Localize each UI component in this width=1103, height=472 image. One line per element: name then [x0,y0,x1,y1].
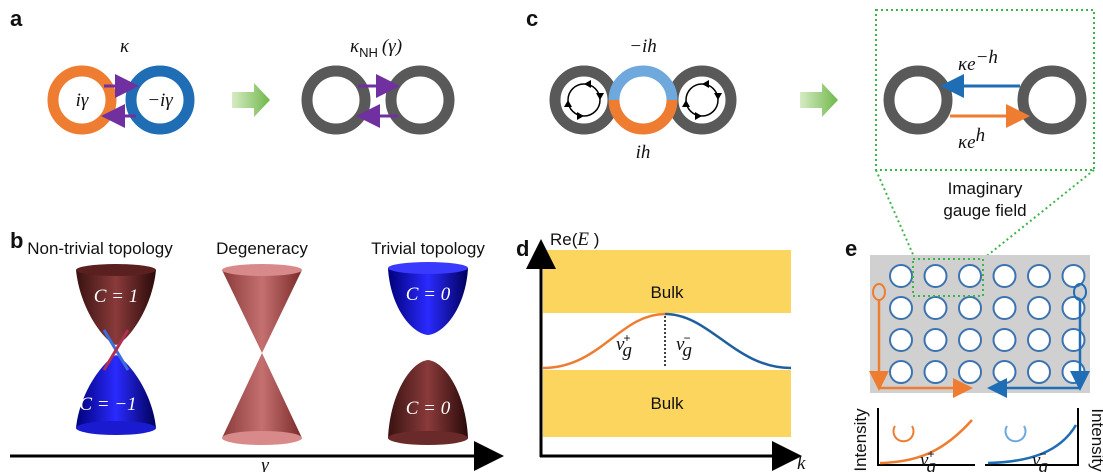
bulk-label: Bulk [650,283,684,302]
ring [673,71,731,129]
cone-top [222,264,302,276]
coupling-label: κ [120,36,130,57]
right-coupling-label: κeh [958,125,985,153]
resonator [994,297,1016,319]
y-axis-label: Intensity [1088,408,1103,472]
ring [307,71,365,129]
bulk-band [543,250,791,313]
superscript: h [976,125,986,146]
loss-label: −ih [629,36,657,57]
panel-label: a [10,6,23,31]
transition-arrow [232,83,270,117]
panel-label: d [516,236,529,261]
panel-label: b [10,228,23,253]
gain-label: ih [636,142,651,163]
nh-coupling-label: κNH(γ) [350,36,402,60]
chern-label: C = 0 [406,284,451,305]
text: ) [589,230,599,249]
subscript: g [1038,456,1048,472]
subscript: g [682,340,692,361]
column-title: Non-trivial topology [27,239,173,258]
argument: (γ) [382,36,402,57]
resonator [925,361,947,383]
loss-half [614,71,672,100]
gauge-label: Imaginary [948,179,1023,198]
resonator [925,329,947,351]
circulation-arrows [564,80,722,120]
band-top [388,262,468,274]
figure: a κ iγ −iγ κNH(γ) c −ih ih κe−h κeh Imag… [0,0,1103,472]
resonator [994,329,1016,351]
velocity-label: v+g [920,447,936,472]
resonator [1028,361,1050,383]
symbol: E [576,229,589,250]
circulation-icon [1006,426,1026,441]
band-bottom [76,421,156,435]
circulation [568,84,600,116]
resonator [890,265,912,287]
subscript: g [622,340,632,361]
x-axis-label: k [797,453,806,472]
edge-dispersion [543,314,665,368]
circulation [686,84,718,116]
gain-label: iγ [76,90,89,111]
text: Re( [550,230,578,249]
lower-band [76,355,156,428]
velocity-label: v−g [676,331,692,361]
resonator [959,361,981,383]
gain-half [614,100,672,129]
column-title: Trivial topology [371,239,485,258]
resonator [959,297,981,319]
resonator [925,265,947,287]
resonator [994,361,1016,383]
upper-band [76,270,156,345]
ring [1023,71,1081,129]
lower-cone [222,353,302,438]
zoom-line [876,170,915,259]
resonator [994,265,1016,287]
gauge-label: gauge field [943,201,1026,220]
resonator [925,297,947,319]
panel-label: e [845,236,857,261]
symbol: κe [958,54,976,75]
y-axis-label: Re(E ) [550,229,599,250]
resonator [1028,329,1050,351]
chern-label: C = 0 [406,398,451,419]
band-top [76,264,156,276]
ring [889,71,947,129]
resonator [890,329,912,351]
resonator [959,329,981,351]
resonator [890,297,912,319]
velocity-label: v+g [616,331,632,361]
resonator [1028,297,1050,319]
upper-cone [222,270,302,353]
ring [391,71,449,129]
panel-label: c [526,6,538,31]
subscript: g [926,456,936,472]
ring [555,71,613,129]
axis-label: γ [261,455,269,472]
resonator [959,265,981,287]
bulk-label: Bulk [650,394,684,413]
loss-label: −iγ [147,90,173,111]
chern-label: C = 1 [94,286,139,307]
band-bottom [388,431,468,445]
y-axis-label: Intensity [851,408,870,472]
velocity-label: v−g [1032,447,1048,472]
circulation-icon [894,426,914,441]
column-title: Degeneracy [216,239,308,258]
resonator [1028,265,1050,287]
zoom-box [876,10,1094,170]
symbol: κe [958,132,976,153]
chern-label: C = −1 [79,394,136,415]
subscript: NH [359,45,378,60]
transition-arrow [800,83,838,117]
superscript: −h [976,47,998,68]
resonator [890,361,912,383]
left-coupling-label: κe−h [958,47,998,75]
cone-bottom [222,431,302,445]
